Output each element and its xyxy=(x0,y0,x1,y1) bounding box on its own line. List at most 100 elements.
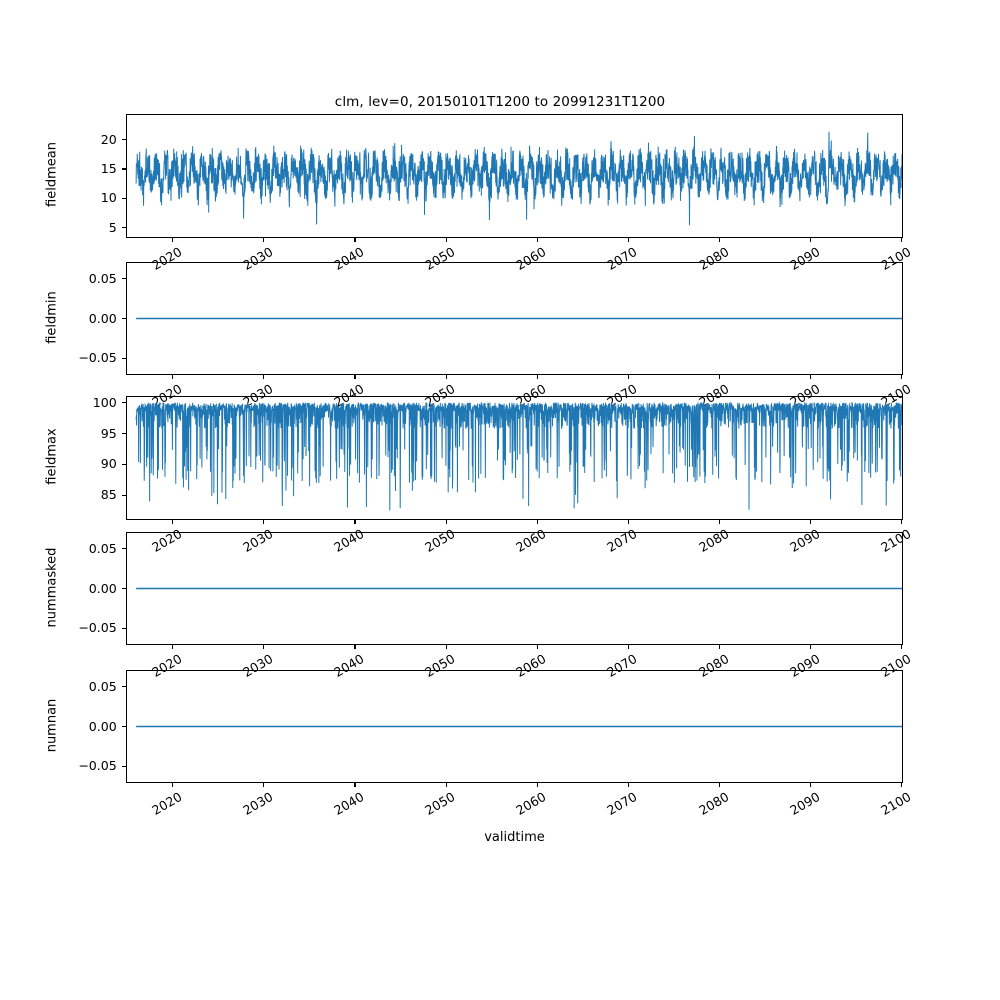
x-tick-label: 2070 xyxy=(604,789,640,819)
subplot-fieldmin xyxy=(126,262,903,375)
y-tick-label: 0.05 xyxy=(88,270,117,286)
x-tick-label: 2100 xyxy=(878,789,914,819)
y-tick-mark xyxy=(121,463,126,466)
x-tick-mark xyxy=(901,520,903,525)
x-tick-mark xyxy=(536,783,538,788)
y-tick-label: 15 xyxy=(100,160,117,176)
x-tick-label: 2020 xyxy=(148,789,185,819)
x-tick-mark xyxy=(445,238,447,243)
y-tick-mark xyxy=(121,317,126,320)
y-axis-label-numnan: numnan xyxy=(44,698,60,752)
x-tick-mark xyxy=(354,520,356,525)
figure-title: clm, lev=0, 20150101T1200 to 20991231T12… xyxy=(334,94,666,110)
x-tick-mark xyxy=(810,783,812,788)
y-tick-label: −0.05 xyxy=(78,758,117,774)
plot-area-fieldmean xyxy=(127,115,902,237)
plot-area-nummasked xyxy=(127,533,902,644)
x-tick-label: 2090 xyxy=(786,789,823,819)
y-tick-mark xyxy=(121,725,126,728)
x-tick-mark xyxy=(263,375,265,380)
x-tick-mark xyxy=(627,520,629,525)
x-tick-mark xyxy=(445,520,447,525)
x-tick-mark xyxy=(263,520,265,525)
y-tick-mark xyxy=(121,139,126,141)
y-tick-mark xyxy=(121,402,126,404)
tick-label-clip-mask xyxy=(0,668,1000,686)
x-tick-mark xyxy=(719,238,721,243)
x-tick-mark xyxy=(536,375,538,380)
x-tick-mark xyxy=(172,783,174,788)
x-tick-mark xyxy=(627,238,629,243)
x-tick-mark xyxy=(172,520,174,525)
y-tick-mark xyxy=(121,226,126,229)
x-axis-label: validtime xyxy=(484,830,545,845)
y-tick-mark xyxy=(121,433,126,435)
x-tick-mark xyxy=(354,238,356,243)
x-tick-mark xyxy=(901,238,903,243)
y-tick-mark xyxy=(121,686,126,688)
y-axis-label-fieldmean: fieldmean xyxy=(44,142,60,207)
x-tick-mark xyxy=(810,375,812,380)
x-tick-mark xyxy=(263,645,265,650)
y-axis-label-fieldmin: fieldmin xyxy=(44,290,60,344)
plot-area-fieldmax xyxy=(127,397,902,519)
y-tick-mark xyxy=(121,197,126,199)
x-tick-mark xyxy=(172,645,174,650)
y-tick-mark xyxy=(121,278,126,280)
x-tick-label: 2040 xyxy=(331,789,367,819)
y-tick-label: 0.05 xyxy=(88,540,117,556)
x-tick-mark xyxy=(445,783,447,788)
x-tick-mark xyxy=(901,645,903,650)
tick-label-clip-mask xyxy=(0,260,1000,279)
subplot-nummasked xyxy=(126,532,903,645)
x-tick-mark xyxy=(354,783,356,788)
x-tick-mark xyxy=(901,783,903,788)
y-tick-label: 0.00 xyxy=(88,310,117,326)
x-tick-mark xyxy=(810,238,812,243)
x-tick-mark xyxy=(627,783,629,788)
y-tick-mark xyxy=(121,587,126,590)
tick-label-clip-mask xyxy=(0,530,1000,561)
y-tick-label: 100 xyxy=(92,394,117,410)
x-tick-mark xyxy=(172,238,174,243)
y-tick-mark xyxy=(121,548,126,550)
y-tick-label: 0.05 xyxy=(88,678,117,694)
x-tick-mark xyxy=(627,645,629,650)
y-tick-mark xyxy=(121,494,126,496)
y-tick-mark xyxy=(121,357,126,359)
x-tick-mark xyxy=(536,520,538,525)
y-tick-label: −0.05 xyxy=(78,620,117,636)
y-tick-label: 0.00 xyxy=(88,580,117,596)
y-axis-label-nummasked: nummasked xyxy=(44,547,60,627)
y-tick-label: 85 xyxy=(100,487,117,503)
x-tick-mark xyxy=(719,375,721,380)
data-line-fieldmean xyxy=(136,132,902,226)
x-tick-label: 2060 xyxy=(513,789,549,819)
y-axis-label-fieldmax: fieldmax xyxy=(44,428,60,485)
y-tick-label: 90 xyxy=(100,456,117,472)
plot-area-numnan xyxy=(127,671,902,782)
x-tick-label: 2050 xyxy=(422,789,458,819)
x-tick-mark xyxy=(810,520,812,525)
x-tick-mark xyxy=(810,645,812,650)
x-tick-mark xyxy=(445,645,447,650)
y-tick-label: −0.05 xyxy=(78,350,117,366)
x-tick-mark xyxy=(901,375,903,380)
subplot-fieldmean xyxy=(126,114,903,238)
y-tick-label: 10 xyxy=(100,190,117,206)
y-tick-label: 95 xyxy=(100,425,117,441)
subplot-fieldmax xyxy=(126,396,903,520)
x-tick-mark xyxy=(354,645,356,650)
plot-area-fieldmin xyxy=(127,263,902,374)
y-tick-label: 5 xyxy=(108,219,117,235)
y-tick-mark xyxy=(121,168,126,170)
x-tick-mark xyxy=(627,375,629,380)
y-tick-mark xyxy=(121,765,126,767)
x-tick-mark xyxy=(263,238,265,243)
x-tick-mark xyxy=(536,645,538,650)
x-tick-mark xyxy=(719,783,721,788)
x-tick-mark xyxy=(354,375,356,380)
y-tick-mark xyxy=(121,627,126,629)
x-tick-mark xyxy=(445,375,447,380)
